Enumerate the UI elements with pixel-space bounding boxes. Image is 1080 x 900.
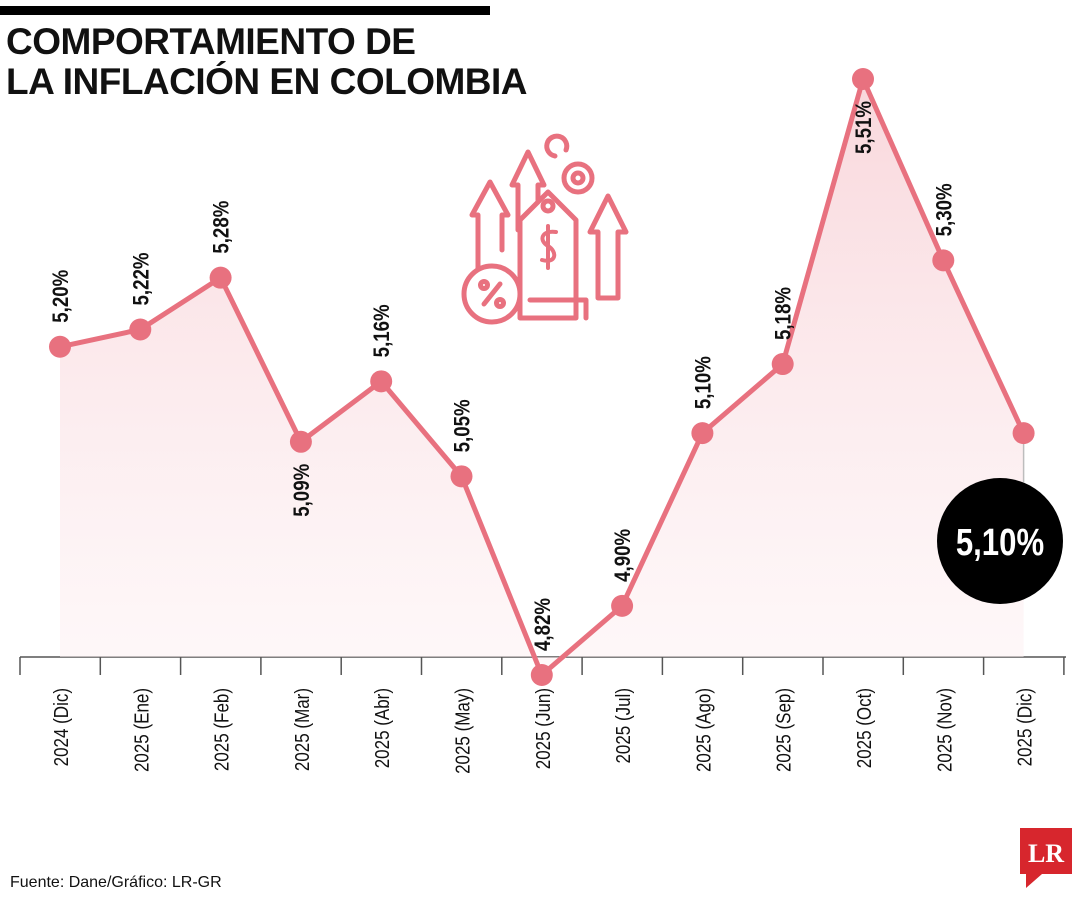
data-label: 5,18% — [772, 287, 796, 340]
x-tick-label: 2025 (Dic) — [1013, 688, 1036, 766]
x-tick-label: 2025 (Abr) — [371, 688, 394, 768]
lr-logo-text: LR — [1028, 839, 1064, 868]
data-point — [450, 465, 473, 488]
data-label: 5,30% — [933, 183, 957, 236]
data-label: 4,82% — [531, 598, 555, 651]
x-tick-label: 2025 (Ene) — [130, 688, 153, 772]
title-top-bar — [0, 6, 490, 15]
x-tick-label: 2025 (Feb) — [210, 688, 233, 771]
x-tick-labels: 2024 (Dic) 2025 (Ene) 2025 (Feb) 2025 (Mar)… — [50, 688, 1036, 774]
x-tick-label: 2024 (Dic) — [50, 688, 73, 766]
x-tick-label: 2025 (Jul) — [612, 688, 635, 764]
data-label: 5,05% — [451, 399, 475, 452]
data-labels: 5,20% 5,22% 5,28% 5,09% 5,16% 5,05% 4,82% 4,90%… — [50, 101, 957, 651]
data-point — [691, 422, 714, 445]
data-point — [611, 594, 634, 617]
data-label: 5,16% — [371, 304, 395, 357]
x-tick-label: 2025 (Ago) — [692, 688, 715, 772]
data-label: 5,10% — [692, 356, 716, 409]
data-label: 4,90% — [612, 529, 636, 582]
x-tick-label: 2025 (Sep) — [772, 688, 795, 772]
data-point — [49, 335, 71, 358]
area-fill — [60, 79, 1024, 675]
x-tick-label: 2025 (Oct) — [853, 688, 876, 768]
chart-title: COMPORTAMIENTO DE LA INFLACIÓN EN COLOMB… — [6, 21, 528, 102]
data-label: 5,09% — [291, 464, 315, 517]
data-label: 5,22% — [130, 252, 154, 305]
data-point — [129, 318, 152, 341]
final-value-badge: 5,10% — [937, 478, 1063, 604]
data-label: 5,51% — [853, 101, 877, 154]
data-label: 5,20% — [50, 270, 74, 323]
x-tick-label: 2025 (Mar) — [291, 688, 314, 771]
chart-title-line-1: COMPORTAMIENTO DE — [6, 21, 416, 62]
data-point — [209, 266, 232, 289]
x-tick-label: 2025 (Nov) — [933, 688, 956, 772]
data-point — [370, 370, 393, 393]
final-badge-text: 5,10% — [956, 522, 1044, 564]
chart-title-line-2: LA INFLACIÓN EN COLOMBIA — [6, 61, 528, 102]
lr-logo: LR — [1020, 828, 1072, 888]
inflation-icon — [461, 133, 629, 325]
x-tick-label: 2025 (May) — [451, 688, 474, 774]
source-note: Fuente: Dane/Gráfico: LR-GR — [10, 874, 222, 891]
data-points — [49, 68, 1035, 686]
data-point — [932, 249, 955, 272]
data-point — [289, 430, 312, 453]
data-point — [530, 664, 553, 686]
x-tick-label: 2025 (Jun) — [531, 688, 554, 769]
data-point — [1012, 422, 1035, 445]
data-point — [771, 353, 794, 376]
data-label: 5,28% — [210, 201, 234, 254]
data-point — [852, 68, 874, 90]
